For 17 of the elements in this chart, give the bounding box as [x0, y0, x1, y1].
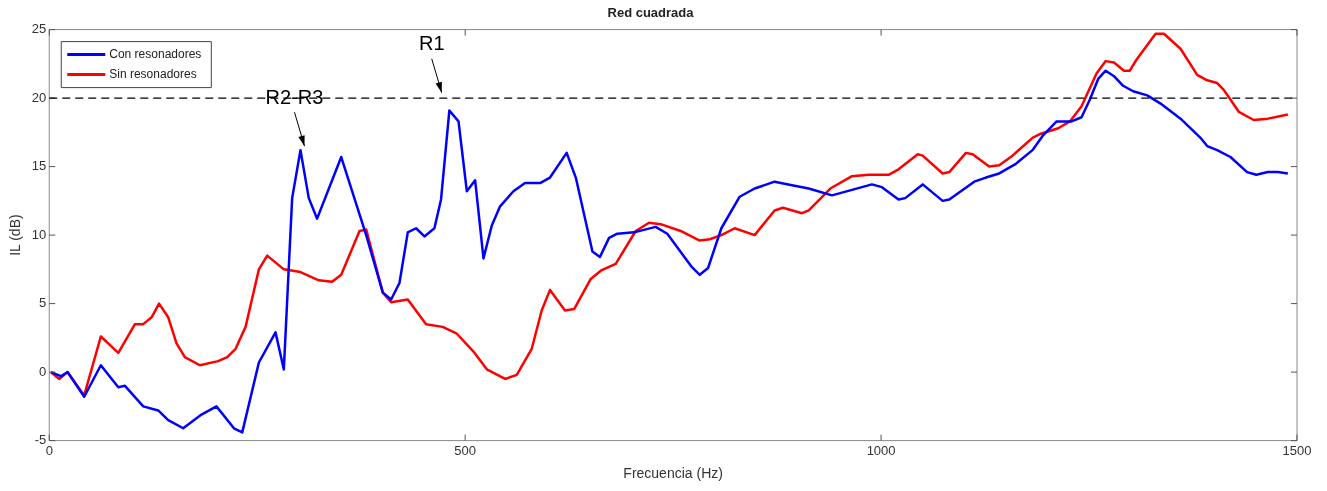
- annotation: R2-R3: [265, 85, 324, 108]
- x-tick-label: 1000: [866, 442, 896, 458]
- y-tick-label: 20: [31, 89, 47, 105]
- y-tick-label: 0: [39, 363, 47, 379]
- y-tick-label: -5: [34, 432, 47, 448]
- y-tick-label: 15: [31, 158, 47, 174]
- y-tick-label: 10: [31, 226, 47, 242]
- x-tick-label: 1500: [1282, 442, 1312, 458]
- legend-label: Con resonadores: [109, 46, 202, 61]
- legend-label: Sin resonadores: [109, 66, 197, 81]
- chart-title: Red cuadrada: [607, 5, 695, 21]
- annotation: R1: [418, 32, 445, 55]
- x-tick-label: 500: [454, 442, 477, 458]
- y-tick-label: 25: [31, 21, 47, 37]
- y-axis-title: IL (dB): [7, 214, 24, 256]
- x-axis-title: Frecuencia (Hz): [623, 465, 723, 482]
- y-tick-label: 5: [39, 295, 47, 311]
